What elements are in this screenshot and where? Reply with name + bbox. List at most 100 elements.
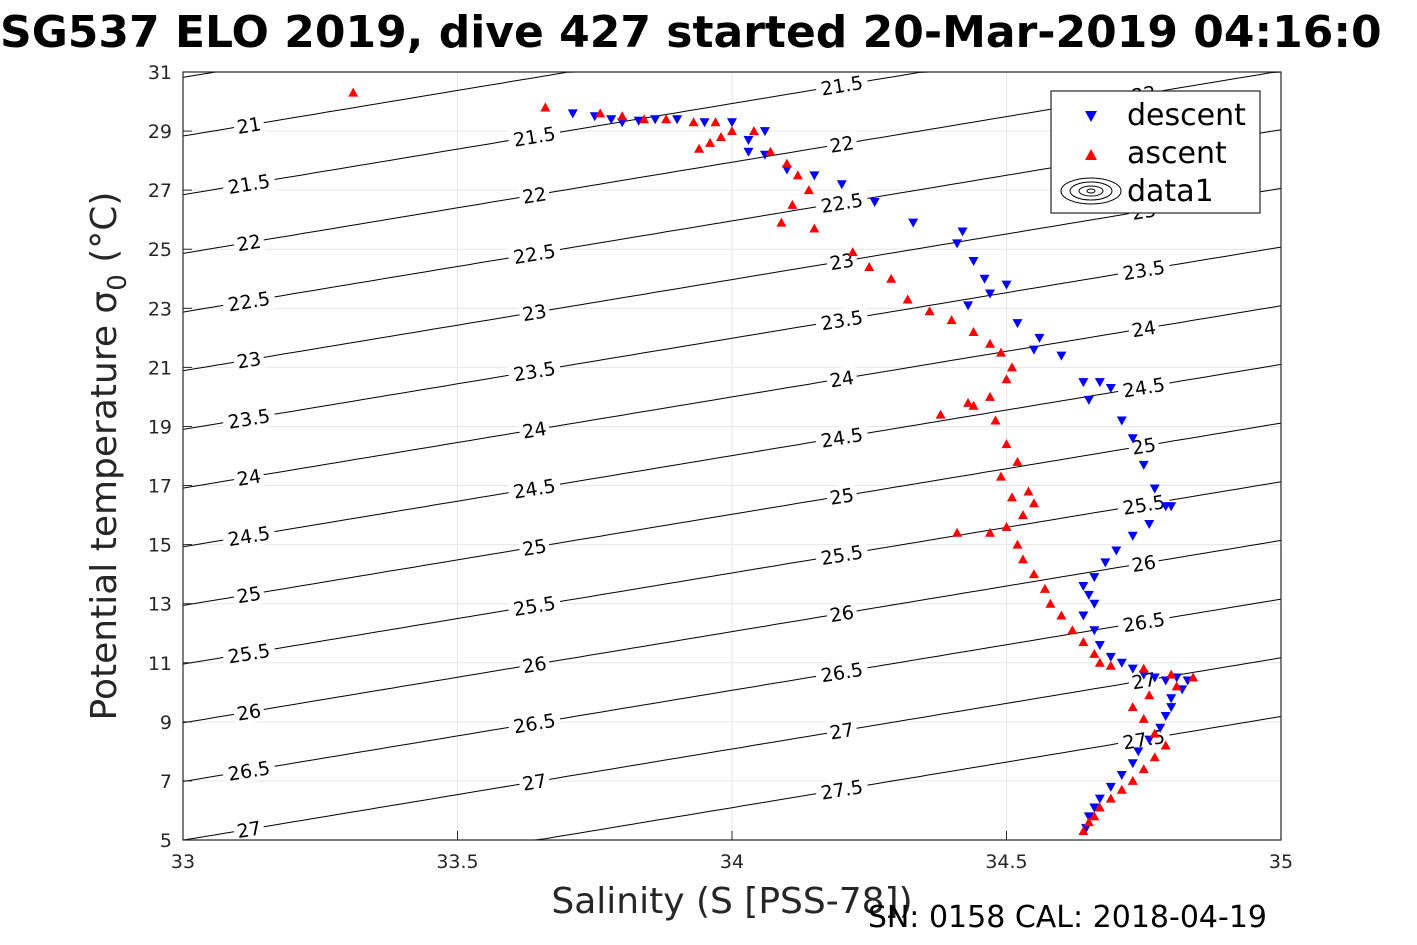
ascent-point <box>1138 764 1149 774</box>
y-tick-label: 19 <box>148 416 172 438</box>
ascent-point <box>787 199 798 209</box>
ascent-point <box>688 117 699 127</box>
contour-label: 24 <box>235 465 262 491</box>
descent-point <box>869 197 880 207</box>
ascent-point <box>1045 598 1056 608</box>
legend-ascent-label: ascent <box>1127 136 1227 171</box>
y-tick-label: 11 <box>148 653 172 675</box>
ascent-point <box>963 397 974 407</box>
legend: descent ascent data1 <box>1050 90 1261 214</box>
contour-label: 26 <box>521 653 548 679</box>
contour-label-bg <box>506 238 562 269</box>
descent-point <box>1089 599 1100 609</box>
descent-point <box>606 115 617 125</box>
ascent-point <box>985 338 996 348</box>
descent-point <box>1083 395 1094 405</box>
ascent-point <box>946 315 957 325</box>
descent-point <box>1116 658 1127 668</box>
ascent-point <box>710 117 721 127</box>
descent-point <box>1160 676 1171 686</box>
contour-label-bg <box>517 533 551 561</box>
descent-point <box>985 289 996 299</box>
descent-point <box>781 165 792 175</box>
y-axis-label: Potential temperature σ0 (°C) <box>84 192 133 721</box>
contour-label-bg <box>1116 489 1172 520</box>
ascent-point <box>1149 752 1160 762</box>
descent-point <box>727 118 737 128</box>
y-tick-label: 5 <box>160 830 172 852</box>
contour-label-bg <box>825 600 859 627</box>
contour-label-bg <box>232 581 266 608</box>
ascent-point <box>1094 657 1105 667</box>
ascent-point <box>1028 498 1039 508</box>
ascent-point <box>781 158 792 168</box>
ascent-point <box>1138 663 1149 673</box>
isopycnal-line <box>182 305 1282 489</box>
contour-label-bg <box>232 463 266 491</box>
ascent-point <box>1017 510 1028 520</box>
descent-point <box>1105 384 1116 394</box>
x-tick-label: 34.5 <box>985 851 1027 873</box>
descent-point <box>1083 590 1094 600</box>
contour-label-bg <box>221 638 277 669</box>
descent-point <box>1001 280 1012 290</box>
descent-point <box>1166 694 1177 704</box>
descent-point <box>1144 735 1155 745</box>
contour-label: 24 <box>828 367 855 393</box>
contour-label-bg <box>221 755 277 786</box>
contour-label-bg <box>221 520 277 551</box>
contour-label-bg <box>517 299 551 326</box>
ascent-point <box>1089 648 1100 658</box>
descent-point <box>968 257 979 267</box>
isopycnal-line <box>182 422 1282 606</box>
descent-point <box>1078 611 1089 621</box>
descent-point <box>567 109 578 119</box>
contour-label-bg <box>506 708 562 739</box>
ascent-point <box>985 527 996 537</box>
descent-point <box>1089 626 1100 636</box>
ascent-point <box>617 111 628 121</box>
contour-label: 27 <box>235 817 262 843</box>
contour-label-bg <box>517 181 551 209</box>
y-tick-label: 7 <box>160 771 172 793</box>
ascent-point <box>1188 672 1199 682</box>
y-tick-label: 21 <box>148 357 172 379</box>
ascent-point <box>1028 569 1039 579</box>
descent-point <box>1028 345 1039 355</box>
contour-label-bg <box>506 121 562 152</box>
descent-point <box>952 239 963 249</box>
descent-point <box>1149 484 1160 494</box>
y-tick-label: 9 <box>160 712 172 734</box>
y-tick-label: 31 <box>148 62 172 84</box>
contour-label-bg <box>825 365 859 392</box>
descent-point <box>1127 531 1138 541</box>
y-tick-label: 29 <box>148 121 172 143</box>
ascent-point <box>952 527 963 537</box>
contour-label-bg <box>506 590 562 621</box>
ascent-point <box>1166 669 1177 679</box>
ascent-point <box>1078 826 1089 836</box>
contour-label: 26 <box>235 700 262 726</box>
descent-point <box>1100 558 1111 568</box>
contour-label-bg <box>221 168 277 199</box>
descent-point <box>836 180 847 190</box>
ascent-point <box>1012 456 1023 466</box>
descent-point <box>957 227 968 237</box>
descent-point <box>908 218 919 228</box>
isopycnal-line <box>182 657 1282 841</box>
isopycnal-line <box>182 71 1007 196</box>
contour-label-bg <box>517 651 551 678</box>
contour-label-bg <box>825 482 859 510</box>
descent-point <box>1133 747 1144 757</box>
ascent-point <box>1160 740 1171 750</box>
contour-label: 24 <box>1130 317 1157 343</box>
contour-label-bg <box>232 229 266 256</box>
descent-point <box>1166 502 1177 512</box>
ascent-point <box>1105 793 1116 803</box>
legend-descent-marker <box>1085 111 1097 122</box>
contour-label: 27 <box>828 719 855 745</box>
ascent-point <box>1127 775 1138 785</box>
y-tick-label: 15 <box>148 535 172 557</box>
contour-label-bg <box>825 130 859 158</box>
descent-point <box>1094 378 1105 388</box>
